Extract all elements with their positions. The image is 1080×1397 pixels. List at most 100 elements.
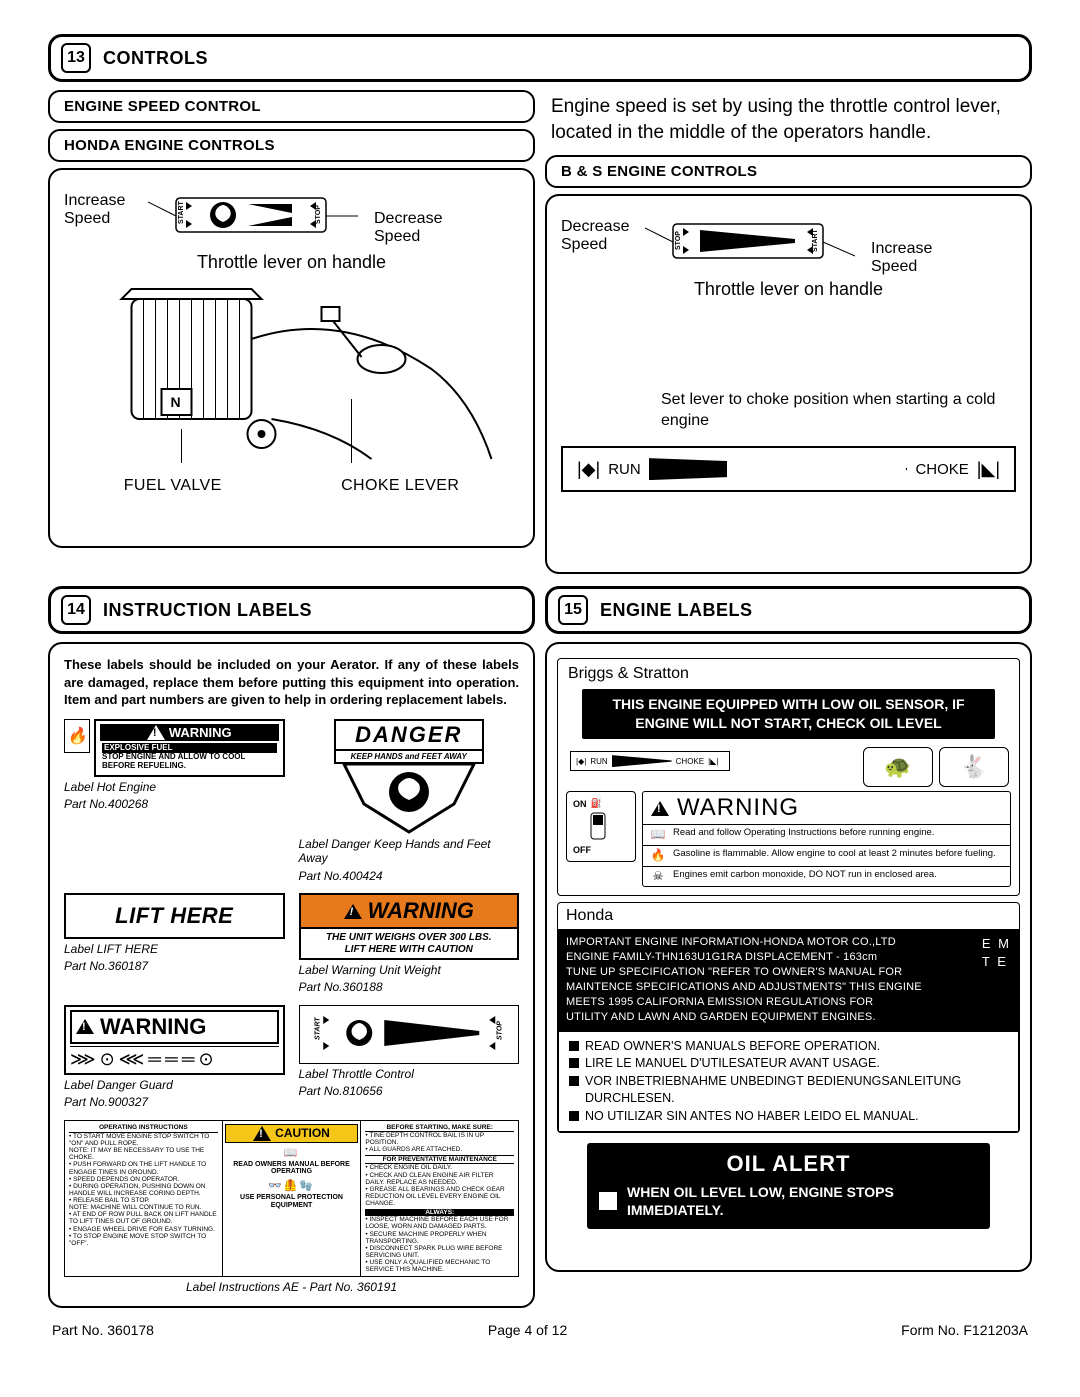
choke-icon: |◣| — [977, 459, 1000, 480]
ops-ppe: USE PERSONAL PROTECTION EQUIPMENT — [225, 1194, 359, 1209]
flame-icon: 🔥 — [64, 719, 90, 753]
instruction-labels-box: These labels should be included on your … — [48, 642, 535, 1308]
footer-center: Page 4 of 12 — [488, 1322, 567, 1338]
label-hot-engine: 🔥 !WARNING EXPLOSIVE FUEL STOP ENGINE AN… — [64, 719, 285, 883]
honda-increase-label: Increase Speed — [64, 192, 142, 227]
hare-icon: 🐇 — [939, 747, 1009, 787]
bs-onoff-box: ON⛽ OFF — [566, 791, 636, 862]
ops-col3-title: BEFORE STARTING, MAKE SURE: — [365, 1124, 514, 1132]
section-13-title: CONTROLS — [103, 48, 208, 69]
honda-controls-box: Increase Speed START — [48, 168, 535, 548]
bs-title: Briggs & Stratton — [562, 663, 1015, 689]
honda-throttle-caption: Throttle lever on handle — [64, 252, 519, 273]
ops-col3-a: • TINE DEPTH CONTROL BAIL IS IN UP POSIT… — [365, 1132, 514, 1153]
throttle-cap2: Part No.810656 — [299, 1084, 520, 1098]
ops-caption: Label Instructions AE - Part No. 360191 — [64, 1280, 519, 1294]
ops-col1-body: • TO START MOVE ENGINE STOP SWITCH TO "O… — [69, 1133, 218, 1247]
fuel-icon: ⛽ — [591, 798, 602, 809]
honda-title: Honda — [558, 903, 1019, 929]
manual-page: 13 CONTROLS ENGINE SPEED CONTROL HONDA E… — [0, 0, 1080, 1358]
bs-controls-heading: B & S ENGINE CONTROLS — [545, 155, 1032, 188]
ops-always: ALWAYS: — [365, 1209, 514, 1216]
honda-controls-heading: HONDA ENGINE CONTROLS — [48, 129, 535, 162]
switch-icon — [573, 811, 623, 841]
danger-title: DANGER — [334, 719, 484, 751]
label-guard: !WARNING ⋙⊙⋘═══⊙ Label Danger Guard Part… — [64, 1005, 285, 1110]
controls-row: ENGINE SPEED CONTROL HONDA ENGINE CONTRO… — [48, 90, 1032, 574]
skull-icon: ☠ — [649, 870, 667, 884]
bs-run-label: RUN — [608, 461, 641, 478]
footer-right: Form No. F121203A — [901, 1322, 1028, 1338]
section-15-number: 15 — [558, 595, 588, 625]
section-15-header: 15 ENGINE LABELS — [545, 586, 1032, 634]
bs-increase-label: Increase Speed — [871, 240, 949, 275]
label-throttle-control: START STOP Label Throttle Control Part N… — [299, 1005, 520, 1110]
honda-em: E M T E — [982, 935, 1011, 970]
danger-shield-icon — [334, 764, 484, 834]
section-14-title: INSTRUCTION LABELS — [103, 600, 312, 621]
honda-engine-diagram: N — [64, 279, 519, 469]
on-label: ON — [573, 799, 587, 809]
section-14-number: 14 — [61, 595, 91, 625]
svg-text:STOP: STOP — [496, 1021, 503, 1040]
ops-col1-title: OPERATING INSTRUCTIONS — [69, 1124, 218, 1133]
bs-row-0: Read and follow Operating Instructions b… — [673, 828, 934, 839]
bs-decrease-label: Decrease Speed — [561, 218, 639, 253]
guard-cap1: Label Danger Guard — [64, 1078, 285, 1092]
danger-cap1: Label Danger Keep Hands and Feet Away — [299, 837, 520, 866]
throttle-mini-diagram: START STOP — [304, 1010, 515, 1056]
instruction-intro: These labels should be included on your … — [64, 656, 519, 709]
ops-caution: CAUTION — [275, 1127, 330, 1140]
danger-cap2: Part No.400424 — [299, 869, 520, 883]
label-unit-weight: !WARNING THE UNIT WEIGHS OVER 300 LBS. L… — [299, 893, 520, 995]
ppe-icons: 👓🦺🧤 — [225, 1180, 359, 1192]
oil-alert-body: WHEN OIL LEVEL LOW, ENGINE STOPS IMMEDIA… — [627, 1183, 978, 1219]
honda-stop-text: STOP — [315, 205, 322, 224]
ops-col3-b: • CHECK ENGINE OIL DAILY. • CHECK AND CL… — [365, 1164, 514, 1207]
page-footer: Part No. 360178 Page 4 of 12 Form No. F1… — [48, 1308, 1032, 1338]
label-lift-here: LIFT HERE Label LIFT HERE Part No.360187 — [64, 893, 285, 995]
label-ops-instructions: OPERATING INSTRUCTIONS • TO START MOVE E… — [64, 1120, 519, 1278]
bs-row-1: Gasoline is flammable. Allow engine to c… — [673, 849, 996, 860]
bs-warning-box: !WARNING 📖Read and follow Operating Inst… — [642, 791, 1011, 887]
throttle-cap1: Label Throttle Control — [299, 1067, 520, 1081]
bs-equip-text: THIS ENGINE EQUIPPED WITH LOW OIL SENSOR… — [582, 689, 995, 739]
mini-run: RUN — [590, 757, 607, 766]
run-icon: |◆| — [577, 459, 600, 480]
mini-choke: CHOKE — [676, 757, 704, 766]
engine-labels-box: Briggs & Stratton THIS ENGINE EQUIPPED W… — [545, 642, 1032, 1272]
controls-right-col: Engine speed is set by using the throttl… — [545, 90, 1032, 574]
honda-li-3: NO UTILIZAR SIN ANTES NO HABER LEIDO EL … — [585, 1108, 919, 1126]
honda-black-text: E M T E IMPORTANT ENGINE INFORMATION-HON… — [558, 929, 1019, 1030]
bs-run-choke-box: |◆| RUN CHOKE |◣| — [561, 446, 1016, 492]
svg-text:START: START — [314, 1016, 321, 1039]
svg-text:STOP: STOP — [675, 231, 682, 250]
bs-warn-title: WARNING — [677, 794, 799, 822]
bs-throttle-diagram: STOP START — [645, 218, 865, 274]
bs-label-box: Briggs & Stratton THIS ENGINE EQUIPPED W… — [557, 658, 1020, 896]
run-choke-gradient — [649, 458, 908, 480]
unit-weight-line1: THE UNIT WEIGHS OVER 300 LBS. — [303, 932, 516, 944]
honda-list: READ OWNER'S MANUALS BEFORE OPERATION. L… — [558, 1031, 1019, 1133]
oil-alert-title: OIL ALERT — [599, 1151, 978, 1177]
manual-icon: 📖 — [225, 1147, 359, 1159]
honda-li-1: LIRE LE MANUEL D'UTILESATEUR AVANT USAGE… — [585, 1055, 880, 1073]
honda-black-body: IMPORTANT ENGINE INFORMATION-HONDA MOTOR… — [566, 936, 922, 1022]
hot-engine-line2: STOP ENGINE AND ALLOW TO COOL BEFORE REF… — [102, 753, 277, 770]
lift-here-text: LIFT HERE — [64, 893, 285, 939]
bs-choke-label: CHOKE — [915, 461, 968, 478]
bs-throttle-caption: Throttle lever on handle — [561, 279, 1016, 300]
bs-set-lever-text: Set lever to choke position when startin… — [661, 390, 1016, 432]
ops-col3-title2: FOR PREVENTATIVE MAINTENANCE — [365, 1155, 514, 1164]
flame-small-icon: 🔥 — [649, 849, 667, 863]
bs-mini-runchoke: |◆|RUN CHOKE|◣| — [570, 751, 730, 771]
ops-read: READ OWNERS MANUAL BEFORE OPERATING — [225, 1161, 359, 1176]
bs-controls-box: Decrease Speed STOP START — [545, 194, 1032, 574]
lift-cap2: Part No.360187 — [64, 959, 285, 973]
honda-li-0: READ OWNER'S MANUALS BEFORE OPERATION. — [585, 1038, 880, 1056]
engine-speed-control-heading: ENGINE SPEED CONTROL — [48, 90, 535, 123]
honda-li-2: VOR INBETRIEBNAHME UNBEDINGT BEDIENUNGSA… — [585, 1073, 1010, 1108]
danger-sub: KEEP HANDS and FEET AWAY — [334, 751, 484, 764]
svg-text:N: N — [171, 394, 181, 410]
lift-cap1: Label LIFT HERE — [64, 942, 285, 956]
